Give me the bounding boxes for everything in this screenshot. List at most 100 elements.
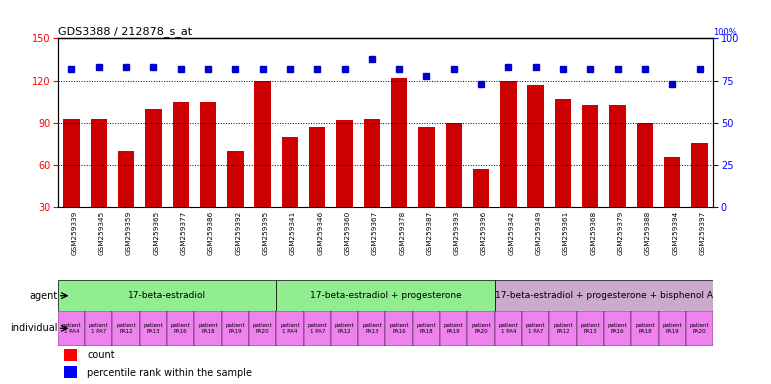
Text: GSM259393: GSM259393 xyxy=(454,211,460,255)
Text: GSM259378: GSM259378 xyxy=(399,211,405,255)
Bar xyxy=(500,81,517,207)
Text: GSM259377: GSM259377 xyxy=(180,211,187,255)
Bar xyxy=(686,311,713,346)
Text: patient
PA18: patient PA18 xyxy=(416,323,436,334)
Text: GSM259359: GSM259359 xyxy=(126,211,132,255)
Bar xyxy=(391,78,407,207)
Bar xyxy=(309,127,325,207)
Bar xyxy=(664,157,680,207)
Text: GSM259349: GSM259349 xyxy=(536,211,542,255)
Bar xyxy=(85,311,113,346)
Bar xyxy=(495,280,713,311)
Bar xyxy=(145,109,162,207)
Bar xyxy=(418,127,435,207)
Bar xyxy=(304,311,331,346)
Text: GDS3388 / 212878_s_at: GDS3388 / 212878_s_at xyxy=(58,26,192,37)
Text: patient
1 PA4: patient 1 PA4 xyxy=(499,323,518,334)
Text: patient
PA16: patient PA16 xyxy=(171,323,190,334)
Text: patient
PA16: patient PA16 xyxy=(389,323,409,334)
Bar xyxy=(140,311,167,346)
Text: individual: individual xyxy=(10,323,58,333)
Text: patient
PA12: patient PA12 xyxy=(116,323,136,334)
Text: GSM259342: GSM259342 xyxy=(508,211,514,255)
Bar xyxy=(359,311,386,346)
Text: GSM259365: GSM259365 xyxy=(153,211,160,255)
Text: patient
1 PA7: patient 1 PA7 xyxy=(526,323,546,334)
Text: patient
1 PA4: patient 1 PA4 xyxy=(62,323,81,334)
Bar xyxy=(604,311,631,346)
Text: GSM259368: GSM259368 xyxy=(591,211,596,255)
Bar xyxy=(577,311,604,346)
Text: patient
PA19: patient PA19 xyxy=(662,323,682,334)
Text: count: count xyxy=(87,350,115,360)
Bar xyxy=(65,349,77,361)
Bar xyxy=(113,311,140,346)
Text: GSM259341: GSM259341 xyxy=(290,211,296,255)
Bar xyxy=(582,104,598,207)
Bar xyxy=(336,120,352,207)
Bar xyxy=(65,366,77,379)
Text: GSM259395: GSM259395 xyxy=(263,211,268,255)
Bar xyxy=(227,151,244,207)
Text: patient
PA13: patient PA13 xyxy=(581,323,600,334)
Text: patient
PA18: patient PA18 xyxy=(635,323,655,334)
Bar xyxy=(440,311,467,346)
Text: GSM259397: GSM259397 xyxy=(699,211,705,255)
Text: patient
PA12: patient PA12 xyxy=(553,323,573,334)
Bar xyxy=(495,311,522,346)
Text: GSM259392: GSM259392 xyxy=(235,211,241,255)
Text: 17-beta-estradiol: 17-beta-estradiol xyxy=(128,291,206,300)
Bar xyxy=(637,123,653,207)
Text: agent: agent xyxy=(29,291,58,301)
Bar xyxy=(473,169,490,207)
Bar xyxy=(331,311,359,346)
Bar xyxy=(609,104,626,207)
Bar xyxy=(412,311,440,346)
Bar xyxy=(254,81,271,207)
Bar xyxy=(118,151,134,207)
Text: patient
1 PA7: patient 1 PA7 xyxy=(89,323,109,334)
Text: patient
PA13: patient PA13 xyxy=(362,323,382,334)
Text: GSM259345: GSM259345 xyxy=(99,211,105,255)
Text: 17-beta-estradiol + progesterone + bisphenol A: 17-beta-estradiol + progesterone + bisph… xyxy=(495,291,713,300)
Bar xyxy=(522,311,549,346)
Text: patient
PA18: patient PA18 xyxy=(198,323,218,334)
Text: GSM259361: GSM259361 xyxy=(563,211,569,255)
Bar xyxy=(58,311,85,346)
Bar xyxy=(167,311,194,346)
Bar xyxy=(63,119,79,207)
Bar xyxy=(555,99,571,207)
Bar xyxy=(527,85,544,207)
Bar xyxy=(364,119,380,207)
Bar xyxy=(281,137,298,207)
Text: GSM259396: GSM259396 xyxy=(481,211,487,255)
Text: GSM259386: GSM259386 xyxy=(208,211,214,255)
Bar xyxy=(194,311,222,346)
Bar xyxy=(658,311,686,346)
Text: patient
1 PA4: patient 1 PA4 xyxy=(280,323,300,334)
Bar xyxy=(467,311,495,346)
Text: patient
PA19: patient PA19 xyxy=(444,323,463,334)
Text: GSM259387: GSM259387 xyxy=(426,211,433,255)
Text: patient
PA13: patient PA13 xyxy=(143,323,163,334)
Text: GSM259346: GSM259346 xyxy=(317,211,323,255)
Text: percentile rank within the sample: percentile rank within the sample xyxy=(87,367,252,377)
Text: patient
PA20: patient PA20 xyxy=(253,323,272,334)
Text: GSM259360: GSM259360 xyxy=(345,211,351,255)
Text: patient
PA20: patient PA20 xyxy=(471,323,491,334)
Text: GSM259379: GSM259379 xyxy=(618,211,624,255)
Text: patient
PA12: patient PA12 xyxy=(335,323,355,334)
Text: 17-beta-estradiol + progesterone: 17-beta-estradiol + progesterone xyxy=(310,291,461,300)
Text: GSM259388: GSM259388 xyxy=(645,211,651,255)
Text: patient
1 PA7: patient 1 PA7 xyxy=(308,323,327,334)
Bar xyxy=(631,311,658,346)
Bar xyxy=(386,311,412,346)
Bar xyxy=(90,119,107,207)
Bar xyxy=(58,280,276,311)
Bar xyxy=(692,142,708,207)
Text: GSM259367: GSM259367 xyxy=(372,211,378,255)
Bar xyxy=(200,102,216,207)
Bar xyxy=(446,123,462,207)
Bar xyxy=(276,311,304,346)
Bar xyxy=(221,311,249,346)
